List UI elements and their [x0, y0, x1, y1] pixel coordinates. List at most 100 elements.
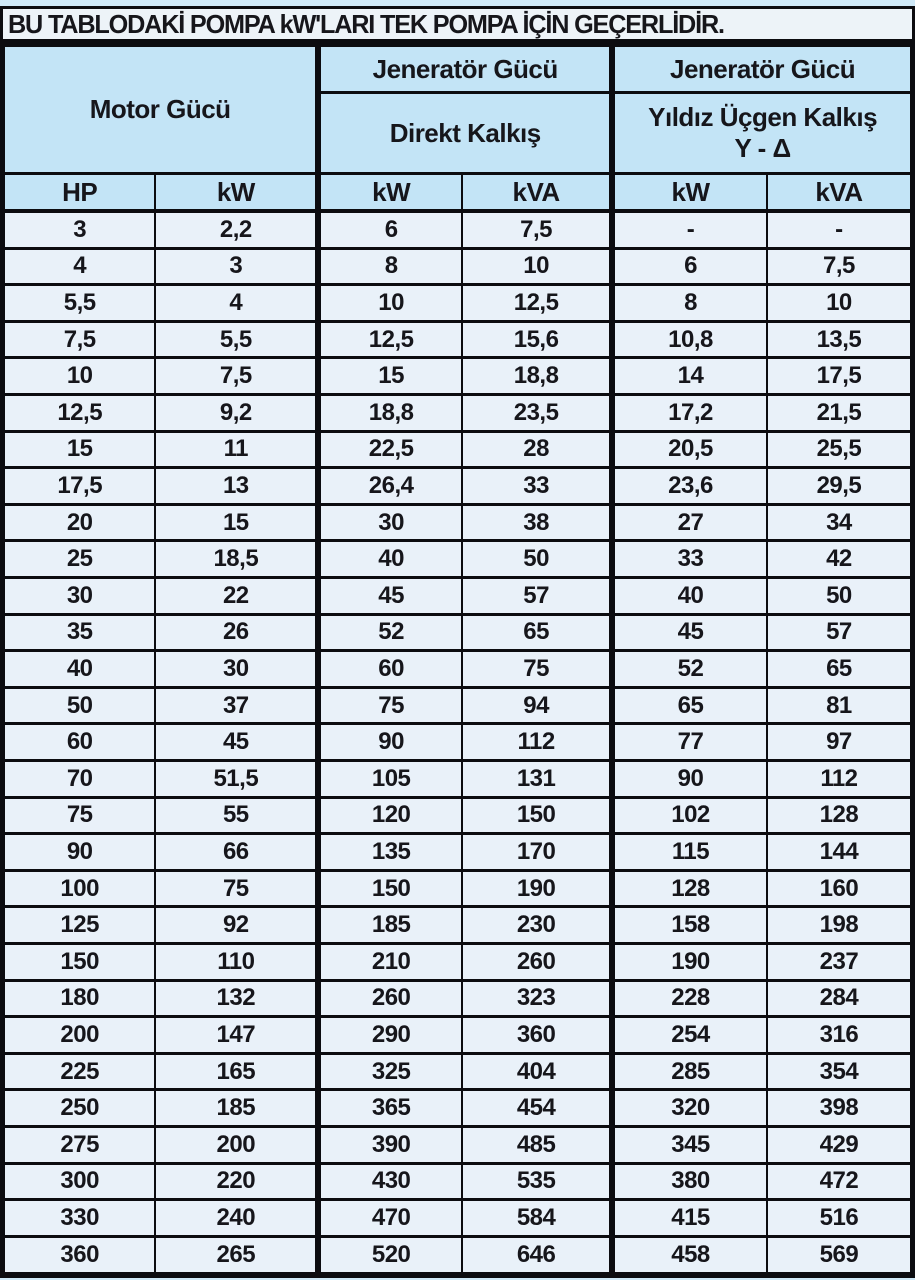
table-row: 180 132 260 323 228 284: [1, 978, 914, 1019]
table-cell: 57: [461, 576, 616, 616]
table-cell: 265: [154, 1234, 322, 1277]
table-cell: 75: [1, 795, 157, 836]
table-row: 7,5 5,5 12,5 15,6 10,8 13,5: [1, 319, 914, 360]
table-cell: 316: [765, 1015, 914, 1055]
table-cell: 165: [154, 1051, 322, 1092]
table-cell: 10: [461, 246, 616, 287]
table-cell: 45: [154, 722, 322, 762]
table-cell: -: [765, 209, 914, 250]
table-cell: 228: [611, 978, 768, 1019]
table-cell: 7,5: [154, 356, 322, 397]
table-cell: 11: [154, 429, 322, 470]
table-cell: 51,5: [154, 759, 322, 799]
table-cell: 60: [1, 722, 157, 762]
table-cell: 12,5: [317, 319, 464, 360]
table-cell: 102: [611, 795, 768, 836]
header-motor-gucu: Motor Gücü: [1, 43, 322, 175]
table-cell: 260: [317, 978, 464, 1019]
table-cell: 2,2: [154, 209, 322, 250]
table-row: 3 2,2 6 7,5- -: [1, 209, 914, 250]
table-cell: 90: [611, 759, 768, 799]
table-cell: 3: [1, 209, 157, 250]
table-cell: 57: [765, 612, 914, 653]
table-cell: 284: [765, 978, 914, 1019]
header-units-row: HP kW kW kVA kW kVA: [1, 172, 914, 213]
table-cell: 150: [1, 941, 157, 982]
table-cell: 37: [154, 685, 322, 726]
header-jenerator-gucu-direkt: Jeneratör Gücü: [317, 43, 616, 94]
table-cell: 170: [461, 832, 616, 872]
table-cell: 105: [317, 759, 464, 799]
header-group-row: Motor Gücü Jeneratör Gücü Jeneratör Gücü: [1, 43, 914, 175]
table-cell: 26,4: [317, 466, 464, 506]
table-cell: 22,5: [317, 429, 464, 470]
table-cell: 110: [154, 941, 322, 982]
table-cell: 21,5: [765, 393, 914, 433]
column-header-motor-kw: kW: [154, 172, 322, 213]
table-cell: 65: [765, 649, 914, 689]
table-cell: 158: [611, 905, 768, 945]
table-row: 125 92 185 230 158 198: [1, 905, 914, 945]
table-cell: 285: [611, 1051, 768, 1092]
table-cell: 90: [1, 832, 157, 872]
table-row: 75 55 120 150 102 128: [1, 795, 914, 836]
table-cell: 14: [611, 356, 768, 397]
table-cell: 128: [611, 868, 768, 909]
table-cell: 275: [1, 1124, 157, 1165]
table-cell: 50: [461, 539, 616, 580]
table-cell: 112: [765, 759, 914, 799]
pump-generator-power-table: Motor Gücü Jeneratör Gücü Jeneratör Gücü…: [0, 42, 915, 1278]
table-cell: 144: [765, 832, 914, 872]
table-cell: 365: [317, 1088, 464, 1128]
table-cell: 70: [1, 759, 157, 799]
table-cell: 55: [154, 795, 322, 836]
table-cell: 75: [461, 649, 616, 689]
table-row: 300 220 430 535 380 472: [1, 1161, 914, 1202]
table-cell: 131: [461, 759, 616, 799]
table-cell: 12,5: [1, 393, 157, 433]
table-row: 60 45 90 112 77 97: [1, 722, 914, 762]
table-cell: 472: [765, 1161, 914, 1202]
table-cell: 50: [1, 685, 157, 726]
table-cell: 23,5: [461, 393, 616, 433]
table-cell: 390: [317, 1124, 464, 1165]
table-cell: 404: [461, 1051, 616, 1092]
table-row: 90 66 135 170 115 144: [1, 832, 914, 872]
table-cell: 430: [317, 1161, 464, 1202]
title-bar: BU TABLODAKİ POMPA kW'LARI TEK POMPA İÇİ…: [0, 6, 915, 42]
table-cell: 429: [765, 1124, 914, 1165]
table-cell: 325: [317, 1051, 464, 1092]
table-cell: 66: [154, 832, 322, 872]
header-subgroup-row: Direkt Kalkış Yıldız Üçgen Kalkış Y - Δ: [3, 91, 914, 175]
table-cell: 45: [611, 612, 768, 653]
column-header-direkt-kw: kW: [317, 172, 464, 213]
table-cell: 30: [154, 649, 322, 689]
table-header: Motor Gücü Jeneratör Gücü Jeneratör Gücü…: [1, 43, 914, 213]
table-cell: 254: [611, 1015, 768, 1055]
table-cell: 398: [765, 1088, 914, 1128]
table-row: 10 7,5 15 18,8 14 17,5: [1, 356, 914, 397]
table-cell: -: [611, 209, 768, 250]
table-cell: 22: [154, 576, 322, 616]
table-cell: 185: [317, 905, 464, 945]
table-cell: 100: [1, 868, 157, 909]
table-cell: 34: [765, 502, 914, 543]
table-row: 15 11 22,5 28 20,5 25,5: [1, 429, 914, 470]
table-cell: 18,8: [461, 356, 616, 397]
table-cell: 77: [611, 722, 768, 762]
table-cell: 10: [765, 283, 914, 323]
table-cell: 52: [317, 612, 464, 653]
table-cell: 50: [765, 576, 914, 616]
table-cell: 28: [461, 429, 616, 470]
table-row: 250 185 365 454 320 398: [1, 1088, 914, 1128]
column-header-direkt-kva: kVA: [461, 172, 616, 213]
table-cell: 90: [317, 722, 464, 762]
table-cell: 52: [611, 649, 768, 689]
table-cell: 75: [154, 868, 322, 909]
table-cell: 128: [765, 795, 914, 836]
table-row: 225 165 325 404 285 354: [1, 1051, 914, 1092]
table-cell: 200: [154, 1124, 322, 1165]
table-row: 12,5 9,2 18,8 23,5 17,2 21,5: [1, 393, 914, 433]
table-cell: 6: [611, 246, 768, 287]
table-cell: 520: [317, 1234, 464, 1277]
